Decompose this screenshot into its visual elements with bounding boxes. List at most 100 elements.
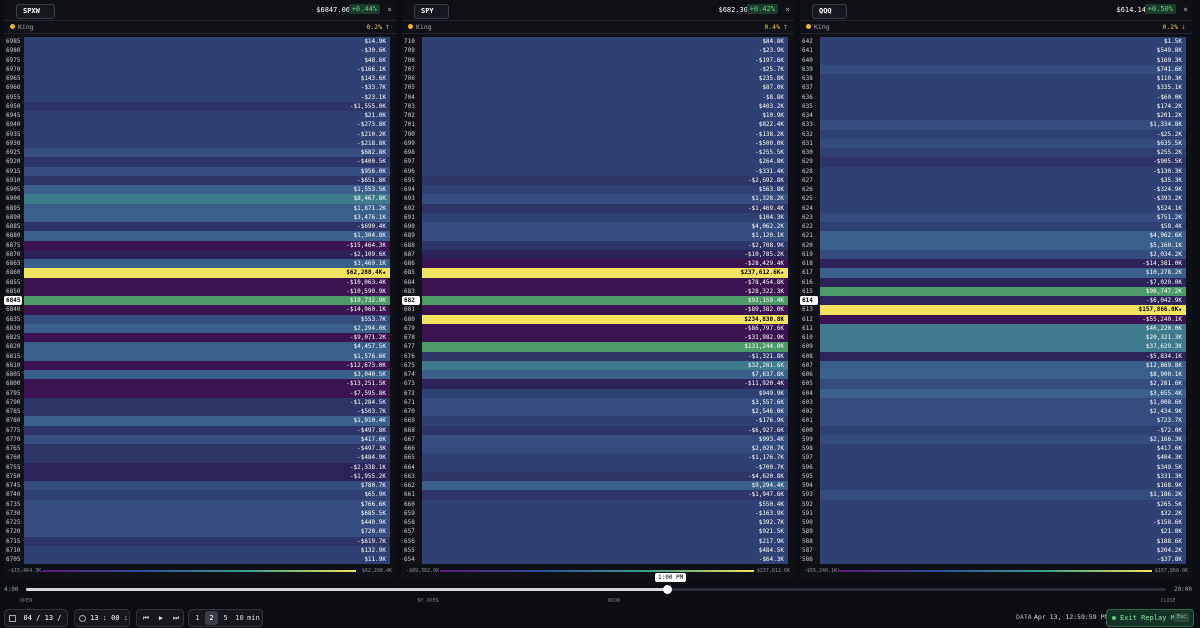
strike-label: 600	[800, 425, 822, 435]
strike-label: 603	[800, 397, 822, 407]
strike-label: 591	[800, 508, 822, 518]
exposure-value: $766.6K	[24, 499, 390, 509]
king-pct: 0.2%	[366, 23, 382, 31]
strike-row: 6835 $553.7K	[4, 314, 396, 324]
exposure-value: $1,910.4K	[24, 416, 390, 426]
strike-row: 700 -$138.2K	[402, 129, 794, 139]
last-price: $6847.06	[316, 6, 350, 14]
scale-min: -$15,464.3K	[8, 568, 42, 574]
strike-label: 6745	[4, 481, 26, 491]
strike-label: 692	[402, 203, 424, 213]
strike-row: 709 -$23.9K	[402, 46, 794, 56]
strike-label: 706	[402, 74, 424, 84]
strike-label: 620	[800, 240, 822, 250]
strike-row: 614 -$6,042.9K	[800, 296, 1192, 306]
strike-label: 625	[800, 194, 822, 204]
strike-label: 616	[800, 277, 822, 287]
panel-header: SPY $682.30 +0.42% ×	[402, 3, 794, 19]
strike-row: 703 $403.2K	[402, 101, 794, 111]
date-input[interactable]: 04 / 13 / 2026	[4, 609, 68, 627]
king-bar: King 0.2% ↓	[800, 20, 1192, 34]
exposure-value: $524.1K	[820, 203, 1186, 213]
strike-row: 699 -$500.0K	[402, 138, 794, 148]
strike-row: 594 $168.9K	[800, 481, 1192, 491]
strike-row: 6940 -$273.8K	[4, 120, 396, 130]
speed-button[interactable]: 10	[235, 614, 244, 622]
strike-row: 6830 $2,294.0K	[4, 323, 396, 333]
strike-row: 6965 $143.6K	[4, 74, 396, 84]
strike-row: 6960 -$33.7K	[4, 83, 396, 93]
strike-row: 6735 $766.6K	[4, 499, 396, 509]
strike-label: 598	[800, 444, 822, 454]
strike-label: 675	[402, 360, 424, 370]
strike-row: 624 $524.1K	[800, 203, 1192, 213]
strike-row: 6905 $1,553.5K	[4, 185, 396, 195]
strike-label: 671	[402, 397, 424, 407]
strike-row: 6985 $14.9K	[4, 37, 396, 47]
strike-label: 596	[800, 462, 822, 472]
speed-button[interactable]: 2	[205, 611, 218, 625]
close-button[interactable]: ×	[1183, 5, 1188, 14]
strike-row: 654 -$64.3K	[402, 555, 794, 565]
strike-row: 664 -$700.7K	[402, 462, 794, 472]
exposure-value: $949.9K	[422, 388, 788, 398]
playback-button[interactable]: ⏮	[142, 614, 150, 622]
king-arrow: ↓	[1181, 22, 1186, 31]
exposure-value: -$1,955.2K	[24, 471, 390, 481]
strike-label: 655	[402, 545, 424, 555]
strike-label: 624	[800, 203, 822, 213]
strike-row: 641 $549.8K	[800, 46, 1192, 56]
strike-label: 631	[800, 138, 822, 148]
strike-row: 6915 $956.0K	[4, 166, 396, 176]
time-input[interactable]: 13 : 00 : 00	[74, 609, 130, 627]
exposure-value: $20,321.3K	[820, 333, 1186, 343]
timeline-knob[interactable]	[663, 585, 672, 594]
symbol-selector[interactable]: SPXW	[16, 4, 55, 19]
exposure-value: $65.9K	[24, 490, 390, 500]
strike-row: 672 $949.9K	[402, 388, 794, 398]
exposure-value: -$163.9K	[422, 508, 788, 518]
exit-replay-button[interactable]: Exit Replay Mode Esc	[1106, 609, 1194, 627]
speed-button[interactable]: 1	[195, 614, 200, 622]
strike-label: 617	[800, 268, 822, 278]
strike-row: 638 $110.3K	[800, 74, 1192, 84]
speed-group: 1 2 5 10 min	[188, 609, 263, 627]
strike-row: 637 $335.1K	[800, 83, 1192, 93]
playback-button[interactable]: ⏭	[172, 614, 180, 622]
symbol-selector[interactable]: QQQ	[812, 4, 847, 19]
strike-row: 665 -$1,176.7K	[402, 453, 794, 463]
exposure-value: -$1,176.7K	[422, 453, 788, 463]
speed-button[interactable]: 5	[223, 614, 228, 622]
last-price: $614.14	[1116, 6, 1146, 14]
strike-label: 6970	[4, 64, 26, 74]
exposure-value: $10,278.2K	[820, 268, 1186, 278]
playback-button[interactable]: ▶	[158, 614, 164, 622]
exposure-value: -$497.3K	[24, 444, 390, 454]
exposure-value: $19,732.9K	[24, 296, 390, 306]
strike-row: 639 $741.6K	[800, 64, 1192, 74]
strike-row: 6810 -$12,673.0K	[4, 360, 396, 370]
strike-label: 601	[800, 416, 822, 426]
close-button[interactable]: ×	[785, 5, 790, 14]
scale-bar	[42, 570, 356, 572]
exposure-value: $255.2K	[820, 148, 1186, 158]
esc-key: Esc	[1173, 613, 1189, 622]
strike-label: 698	[402, 148, 424, 158]
exposure-value: $217.9K	[422, 536, 788, 546]
speed-button[interactable]: min	[247, 614, 260, 622]
close-button[interactable]: ×	[387, 5, 392, 14]
strike-label: 606	[800, 370, 822, 380]
strike-label: 6890	[4, 212, 26, 222]
king-label: King	[18, 23, 34, 31]
exposure-value: -$158.6K	[820, 518, 1186, 528]
strike-label: 674	[402, 370, 424, 380]
strike-row: 670 $2,546.0K	[402, 407, 794, 417]
strike-row: 671 $3,557.6K	[402, 397, 794, 407]
exposure-value: -$86,797.6K	[422, 323, 788, 333]
exposure-value: -$28,322.3K	[422, 286, 788, 296]
strike-label: 6885	[4, 222, 26, 232]
exposure-value: $58.4K	[820, 222, 1186, 232]
symbol-selector[interactable]: SPY	[414, 4, 449, 19]
king-arrow: ↑	[783, 22, 788, 31]
